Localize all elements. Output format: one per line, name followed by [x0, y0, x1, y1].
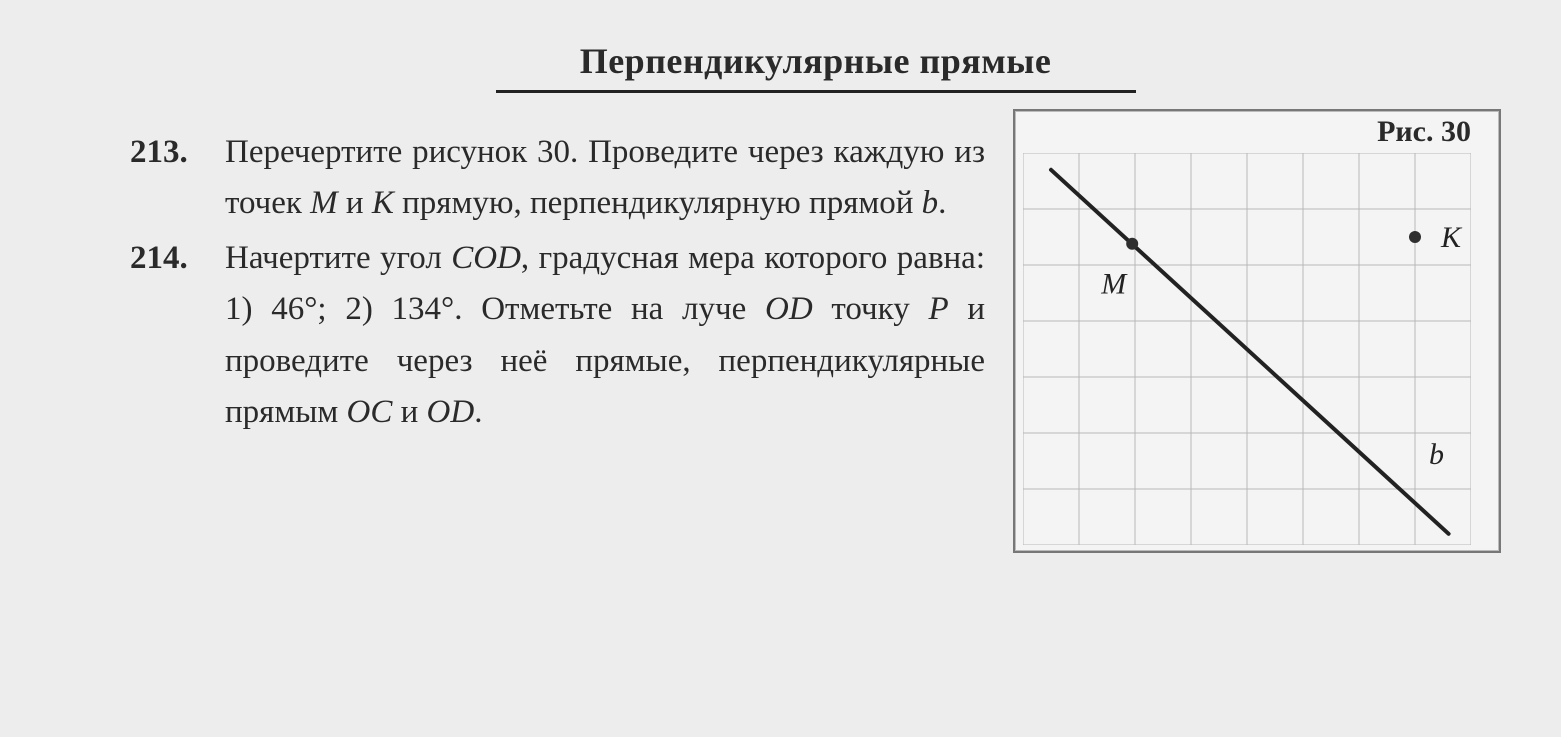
figure-svg: M Kb: [1023, 153, 1471, 545]
figure-30: Рис. 30 M Kb: [1013, 109, 1501, 553]
figure-frame: Рис. 30 M Kb: [1013, 109, 1501, 553]
problems-column: 213. Перечертите рисунок 30. Про­ведите …: [130, 127, 1013, 442]
problem-text: Перечертите рисунок 30. Про­ведите через…: [225, 127, 985, 229]
figure-title: Рис. 30: [1023, 115, 1491, 149]
section-title: Перпендикулярные прямые: [130, 40, 1501, 82]
problem-214: 214. Начертите угол COD, градус­ная мера…: [130, 233, 985, 438]
title-underline: [496, 90, 1136, 93]
problem-213: 213. Перечертите рисунок 30. Про­ведите …: [130, 127, 985, 229]
content-columns: 213. Перечертите рисунок 30. Про­ведите …: [130, 127, 1501, 553]
problem-text: Начертите угол COD, градус­ная мера кото…: [225, 233, 985, 438]
problem-number: 213.: [130, 127, 225, 229]
svg-text:b: b: [1429, 438, 1444, 471]
svg-text:K: K: [1440, 221, 1463, 254]
svg-text:M: M: [1100, 268, 1128, 301]
page: Перпендикулярные прямые 213. Перечертите…: [0, 0, 1561, 737]
problem-number: 214.: [130, 233, 225, 438]
